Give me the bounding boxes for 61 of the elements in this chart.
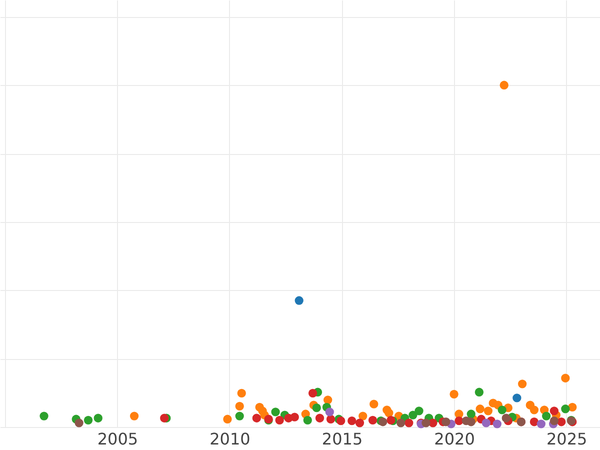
point <box>325 408 334 416</box>
point <box>235 412 244 420</box>
point <box>422 418 430 428</box>
point <box>40 412 48 420</box>
point <box>414 406 424 416</box>
x-tick-label: 2010 <box>210 430 250 448</box>
point <box>223 414 232 424</box>
point <box>530 418 539 426</box>
x-tick-label: 2020 <box>434 430 475 448</box>
point <box>536 420 546 428</box>
point <box>294 296 304 305</box>
point <box>312 404 321 412</box>
point <box>94 414 102 422</box>
point <box>466 418 476 426</box>
point <box>561 404 570 414</box>
point <box>450 390 458 398</box>
point <box>557 418 566 426</box>
point <box>500 80 508 90</box>
point <box>130 412 139 420</box>
point <box>442 418 450 426</box>
x-tick-label: 2005 <box>97 430 138 448</box>
point <box>502 414 510 422</box>
point <box>518 380 527 388</box>
point <box>498 406 506 414</box>
point <box>466 410 476 418</box>
point <box>474 388 484 396</box>
point <box>252 414 261 422</box>
point <box>542 412 551 420</box>
point <box>355 418 364 428</box>
point <box>550 406 559 416</box>
point <box>396 418 406 428</box>
point <box>368 416 378 424</box>
point <box>408 410 418 420</box>
point <box>550 416 559 426</box>
point <box>476 404 484 414</box>
point <box>303 416 312 424</box>
point <box>315 414 324 422</box>
point <box>568 402 577 412</box>
point <box>74 418 84 428</box>
point <box>482 418 490 428</box>
point <box>290 412 299 422</box>
point <box>275 416 284 424</box>
point <box>561 374 570 382</box>
point <box>384 408 394 418</box>
x-tick-label: 2015 <box>322 430 363 448</box>
point <box>308 388 318 398</box>
point <box>271 408 280 416</box>
point <box>530 406 539 414</box>
point <box>84 416 93 424</box>
point <box>235 402 244 410</box>
point <box>358 412 368 420</box>
point <box>404 418 414 428</box>
point <box>370 400 378 408</box>
point <box>492 420 502 428</box>
point <box>237 388 246 398</box>
x-tick-label: 2025 <box>546 430 588 448</box>
point <box>512 394 522 402</box>
point <box>348 416 356 426</box>
point <box>326 414 336 424</box>
point <box>324 396 332 404</box>
point <box>484 406 493 416</box>
